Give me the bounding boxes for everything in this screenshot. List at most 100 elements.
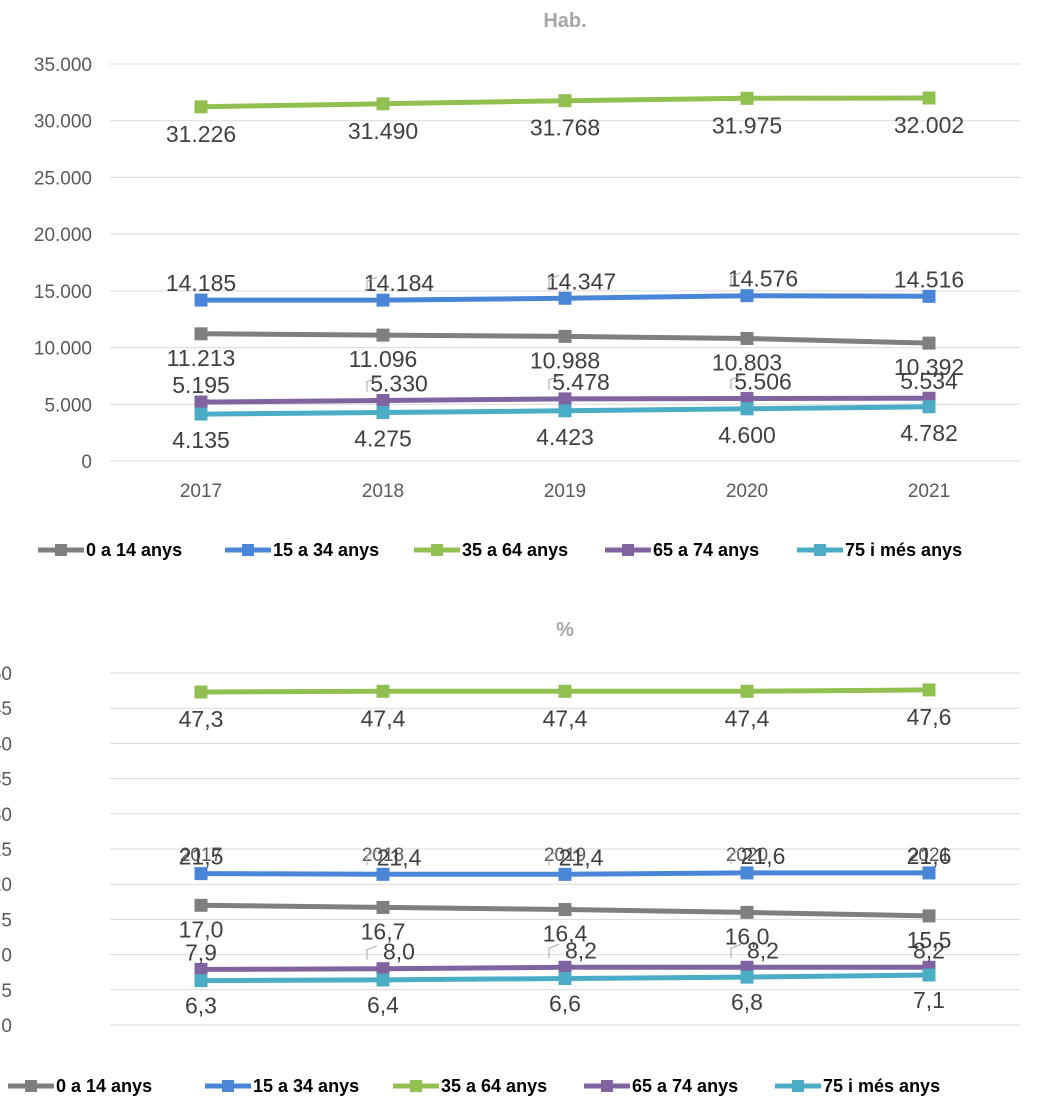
y-tick-label: 35.000 bbox=[34, 55, 92, 76]
y-tick-label: 5.000 bbox=[44, 395, 92, 416]
y-tick-label: 30.000 bbox=[34, 112, 92, 133]
data-point bbox=[194, 407, 208, 421]
y-tick-label: 20 bbox=[0, 875, 12, 896]
gridlines bbox=[110, 672, 1020, 1026]
data-label: 6,6 bbox=[549, 991, 581, 1017]
x-tick-label: 2018 bbox=[362, 845, 404, 866]
legend-label: 65 a 74 anys bbox=[632, 1076, 738, 1096]
data-point bbox=[194, 100, 208, 114]
legend-swatch-marker bbox=[410, 1080, 422, 1092]
data-label: 31.490 bbox=[348, 118, 418, 144]
label-leader bbox=[548, 943, 560, 959]
data-point bbox=[558, 960, 572, 974]
data-label: 47,3 bbox=[179, 706, 224, 732]
data-label: 7,9 bbox=[185, 939, 217, 965]
data-point bbox=[922, 968, 936, 982]
data-point bbox=[558, 291, 572, 305]
data-point bbox=[740, 402, 754, 416]
data-point bbox=[740, 960, 754, 974]
label-leader bbox=[366, 276, 378, 292]
legend-label: 75 i més anys bbox=[823, 1076, 940, 1096]
legend-item: 0 a 14 anys bbox=[8, 1076, 152, 1096]
data-label: 11.096 bbox=[349, 346, 418, 372]
data-label: 5.534 bbox=[900, 368, 958, 394]
x-tick-label: 2019 bbox=[544, 845, 586, 866]
data-point bbox=[740, 289, 754, 303]
legend-item: 35 a 64 anys bbox=[393, 1076, 547, 1096]
legend-item: 15 a 34 anys bbox=[225, 540, 379, 560]
data-point bbox=[740, 684, 754, 698]
data-label: 14.185 bbox=[166, 270, 236, 296]
data-point bbox=[376, 406, 390, 420]
series-15-a-34-anys: 14.185 14.184 14.347 14.576 14.516 bbox=[166, 266, 964, 307]
x-tick-label: 2020 bbox=[726, 845, 768, 866]
legend-item: 15 a 34 anys bbox=[205, 1076, 359, 1096]
y-tick-label: 5 bbox=[1, 981, 12, 1002]
data-label: 8,2 bbox=[913, 937, 945, 963]
data-label: 47,4 bbox=[725, 705, 770, 731]
series-35-a-64-anys: 31.226 31.490 31.768 31.975 32.002 bbox=[166, 91, 964, 147]
legend-item: 75 i més anys bbox=[797, 540, 962, 560]
legend-swatch-marker bbox=[601, 1080, 613, 1092]
data-label: 31.768 bbox=[530, 115, 600, 141]
x-tick-label: 2021 bbox=[908, 845, 950, 866]
data-point bbox=[558, 903, 572, 917]
series-75-i-m-s-anys: 6,3 6,4 6,6 6,8 7,1 bbox=[185, 968, 945, 1019]
chart-title: % bbox=[556, 619, 574, 641]
data-point bbox=[376, 328, 390, 342]
data-point bbox=[740, 970, 754, 984]
data-point bbox=[376, 900, 390, 914]
data-label: 10.803 bbox=[712, 349, 782, 375]
x-tick-label: 2020 bbox=[726, 481, 768, 502]
legend-item: 0 a 14 anys bbox=[38, 540, 182, 560]
data-point bbox=[194, 867, 208, 881]
data-label: 10.392 bbox=[894, 354, 964, 380]
data-point bbox=[922, 909, 936, 923]
series-65-a-74-anys: 7,9 8,0 8,2 8,2 8,2 bbox=[185, 937, 945, 976]
data-point bbox=[194, 962, 208, 976]
data-point bbox=[376, 962, 390, 976]
data-label: 31.226 bbox=[166, 121, 236, 147]
legend-label: 0 a 14 anys bbox=[86, 540, 182, 560]
data-label: 6,8 bbox=[731, 989, 763, 1015]
y-tick-label: 15.000 bbox=[34, 282, 92, 303]
legend-label: 15 a 34 anys bbox=[253, 1076, 359, 1096]
data-point bbox=[558, 329, 572, 343]
data-label: 8,0 bbox=[383, 939, 415, 965]
data-label: 4.423 bbox=[536, 424, 594, 450]
data-label: 10.988 bbox=[530, 347, 600, 373]
data-label: 47,4 bbox=[543, 705, 588, 731]
legend-item: 35 a 64 anys bbox=[414, 540, 568, 560]
data-label: 4.782 bbox=[900, 420, 958, 446]
chart-title: Hab. bbox=[543, 10, 586, 32]
data-label: 4.275 bbox=[354, 426, 412, 452]
data-point bbox=[194, 293, 208, 307]
data-label: 4.135 bbox=[172, 427, 230, 453]
legend-swatch-marker bbox=[814, 544, 826, 556]
data-label: 21,6 bbox=[907, 843, 952, 869]
y-tick-label: 25.000 bbox=[34, 168, 92, 189]
data-label: 6,4 bbox=[367, 992, 399, 1018]
data-label: 31.975 bbox=[712, 112, 782, 138]
data-label: 47,6 bbox=[907, 704, 952, 730]
legend-swatch-marker bbox=[25, 1080, 37, 1092]
data-point bbox=[376, 684, 390, 698]
data-point bbox=[922, 289, 936, 303]
data-label: 16,4 bbox=[543, 921, 588, 947]
legend-swatch-marker bbox=[242, 544, 254, 556]
data-label: 4.600 bbox=[718, 422, 776, 448]
label-leader bbox=[730, 272, 742, 287]
y-axis: 0 5.000 10.000 15.000 20.000 25.000 30.000 35.0… bbox=[34, 55, 92, 473]
data-point bbox=[194, 327, 208, 341]
x-tick-label: 2019 bbox=[544, 481, 586, 502]
legend-swatch-marker bbox=[55, 544, 67, 556]
y-axis: 050520253035404550 bbox=[0, 664, 12, 1037]
data-point bbox=[376, 293, 390, 307]
data-label: 5.195 bbox=[172, 372, 230, 398]
series-65-a-74-anys: 5.195 5.330 5.478 5.506 5.534 bbox=[172, 368, 958, 409]
data-label: 21,6 bbox=[741, 843, 786, 869]
y-tick-label: 5 bbox=[1, 910, 12, 931]
y-tick-label: 0 bbox=[1, 946, 12, 967]
legend-label: 35 a 64 anys bbox=[462, 540, 568, 560]
